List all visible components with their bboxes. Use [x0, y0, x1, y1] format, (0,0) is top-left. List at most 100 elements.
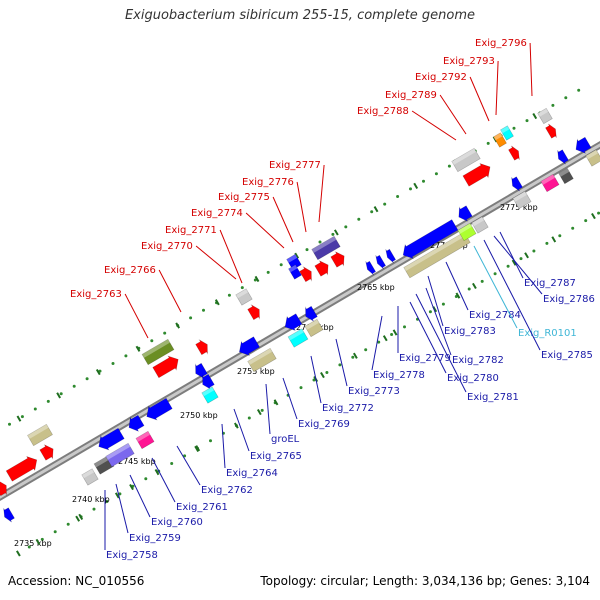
guide-dot	[357, 217, 361, 221]
gene-label: Exig_2784	[469, 310, 521, 321]
gene-label: Exig_2772	[322, 403, 374, 414]
gene-glyph	[304, 318, 324, 338]
gene-label: Exig_2761	[176, 502, 228, 513]
minor-tick	[56, 392, 62, 399]
guide-dot	[364, 348, 368, 352]
gene-box-highlight	[247, 348, 273, 365]
guide-dot	[403, 325, 406, 329]
guide-dot	[577, 88, 581, 92]
gene-box-highlight	[500, 125, 510, 134]
gene-arrow	[305, 305, 318, 322]
gene-box-highlight	[558, 168, 570, 177]
gene-label: Exig_2778	[373, 370, 425, 381]
scale-tick	[129, 483, 134, 491]
gene-label: Exig_R0101	[518, 328, 577, 339]
label-connector	[499, 231, 524, 279]
gene-label: Exig_2793	[443, 56, 495, 67]
guide-dot	[260, 408, 264, 412]
gene-box-highlight	[286, 254, 298, 263]
guide-dot	[377, 340, 381, 344]
gene-arrow	[98, 427, 125, 451]
label-connector	[221, 423, 226, 469]
gene-glyph	[287, 328, 309, 348]
gene-glyph	[511, 176, 523, 192]
gene-arrow	[5, 456, 38, 482]
minor-tick	[294, 252, 300, 259]
minor-tick	[154, 469, 160, 476]
minor-tick	[392, 329, 398, 336]
gene-label: Exig_2787	[524, 278, 576, 289]
guide-dot	[351, 355, 355, 359]
gene-box-highlight	[135, 431, 151, 442]
gene-box	[201, 386, 219, 404]
guide-dot	[597, 211, 600, 215]
minor-tick	[114, 492, 120, 499]
gene-box	[493, 132, 507, 148]
gene-arrow	[575, 136, 592, 154]
gene-glyph	[5, 456, 38, 482]
gene-arrow	[0, 480, 7, 497]
gene-glyph	[195, 362, 208, 379]
label-connector	[335, 338, 348, 387]
gene-arrow	[128, 414, 145, 432]
guide-dot	[163, 331, 167, 335]
gene-glyph	[146, 397, 173, 421]
guide-dot	[53, 530, 57, 534]
gene-label: Exig_2789	[385, 90, 437, 101]
guide-dot	[338, 363, 342, 367]
gene-glyph	[314, 260, 329, 277]
label-connector	[282, 377, 298, 420]
gene-glyph	[557, 149, 569, 165]
gene-label: Exig_2759	[129, 533, 181, 544]
guide-dot	[325, 371, 329, 374]
gene-arrow	[195, 362, 208, 379]
gene-label: Exig_2766	[104, 265, 156, 276]
guide-dot	[486, 141, 490, 145]
gene-glyph	[288, 264, 302, 280]
minor-tick	[353, 352, 358, 359]
scale-tick-label: 2735 kbp	[14, 539, 52, 548]
gene-box-highlight	[493, 132, 503, 141]
guide-dot	[227, 293, 231, 297]
gene-glyph	[537, 107, 553, 125]
gene-glyph	[239, 336, 261, 356]
gene-label: Exig_2779	[399, 353, 451, 364]
label-connector	[151, 457, 176, 503]
gene-box	[451, 147, 481, 173]
guide-dot	[390, 333, 394, 336]
gene-glyph	[299, 266, 312, 283]
guide-dot	[118, 492, 122, 496]
gene-box-highlight	[311, 236, 337, 253]
scale-tick-label: 2745 kbp	[118, 457, 156, 466]
gene-label: Exig_2781	[467, 392, 519, 403]
label-connector	[445, 261, 469, 311]
guide-dot	[584, 219, 588, 223]
guide-dot	[247, 416, 251, 420]
gene-label: Exig_2788	[357, 106, 409, 117]
gene-arrow	[365, 260, 377, 276]
gene-box-highlight	[27, 424, 49, 439]
guide-dot	[59, 392, 63, 396]
minor-tick	[472, 282, 477, 290]
gene-glyph	[81, 468, 99, 486]
gene-glyph	[284, 313, 303, 331]
guide-dot	[72, 384, 76, 388]
gene-box	[247, 347, 277, 373]
label-connector	[272, 196, 294, 243]
label-connector	[310, 355, 322, 404]
minor-tick	[273, 399, 279, 406]
gene-label: Exig_2771	[165, 225, 217, 236]
guide-dot	[266, 270, 270, 274]
gene-label: Exig_2774	[191, 208, 243, 219]
minor-tick	[175, 322, 181, 329]
gene-label: Exig_2775	[218, 192, 270, 203]
label-connector	[469, 76, 490, 122]
gene-box-highlight	[512, 191, 528, 202]
gene-box	[585, 149, 600, 167]
gene-label: Exig_2792	[415, 72, 467, 83]
gene-arrow	[284, 313, 303, 331]
gene-glyph	[105, 442, 135, 468]
guide-dot	[480, 279, 484, 283]
gene-box	[141, 338, 175, 366]
gene-box	[235, 288, 253, 306]
